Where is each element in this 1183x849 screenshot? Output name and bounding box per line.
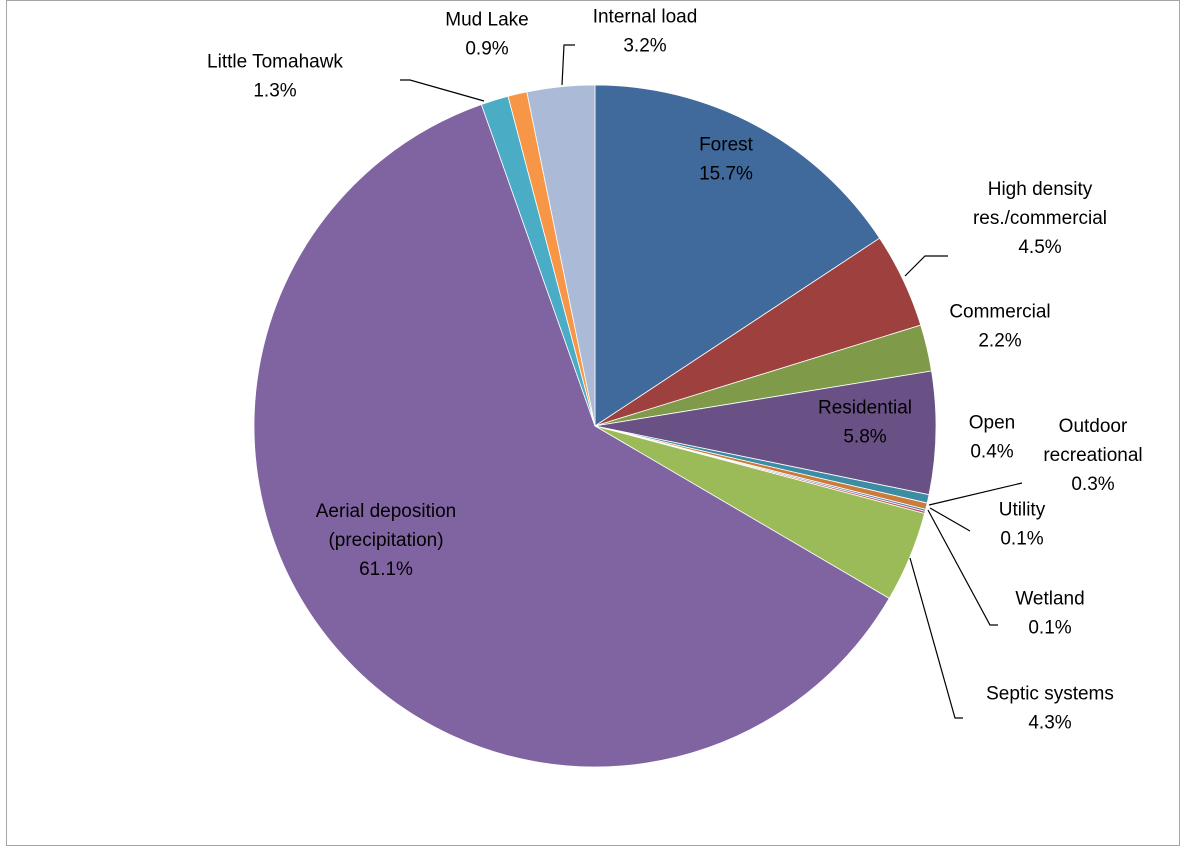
- pie-slice-forest: [594, 84, 881, 427]
- data-label-wetland: Wetland 0.1%: [1015, 589, 1084, 639]
- data-label-line: High density: [988, 179, 1093, 200]
- data-label-line: Aerial deposition: [316, 501, 456, 522]
- data-label-line: Forest: [699, 135, 754, 156]
- data-label-line: 0.4%: [970, 442, 1013, 463]
- leader-line-utility: [929, 507, 971, 532]
- data-label-outdoor-recreational: Outdoor recreational 0.3%: [1043, 416, 1142, 495]
- data-label-little-tomahawk: Little Tomahawk 1.3%: [207, 52, 343, 102]
- leader-line-high-density-res-commercial: [904, 255, 948, 277]
- data-label-line: 1.3%: [253, 81, 296, 102]
- data-label-line: Utility: [999, 500, 1046, 521]
- leader-line-outdoor-recreational: [928, 482, 1023, 506]
- data-label-line: 15.7%: [699, 164, 753, 185]
- data-label-line: Wetland: [1015, 589, 1084, 610]
- data-label-line: 0.9%: [465, 39, 508, 60]
- data-label-line: Commercial: [949, 302, 1050, 323]
- data-label-line: Little Tomahawk: [207, 52, 343, 73]
- data-label-line: 5.8%: [843, 427, 886, 448]
- data-label-line: 2.2%: [978, 331, 1021, 352]
- leader-lines: [400, 44, 1023, 719]
- data-label-open: Open 0.4%: [969, 413, 1015, 463]
- data-label-line: 3.2%: [623, 36, 666, 57]
- data-label-line: 0.3%: [1071, 474, 1114, 495]
- data-label-forest: Forest 15.7%: [699, 135, 754, 185]
- data-label-line: recreational: [1043, 445, 1142, 466]
- data-label-line: Open: [969, 413, 1015, 434]
- slice-labels: Forest 15.7% High density res./commercial 4.…: [207, 7, 1143, 734]
- data-label-aerial-deposition-precipitation: Aerial deposition (precipitation) 61.1%: [316, 501, 456, 580]
- data-label-line: Internal load: [593, 7, 698, 28]
- data-label-line: Mud Lake: [445, 10, 528, 31]
- data-label-line: 61.1%: [359, 559, 413, 580]
- pie-slice-residential: [594, 370, 937, 496]
- data-label-utility: Utility 0.1%: [999, 500, 1046, 550]
- data-label-line: Septic systems: [986, 684, 1114, 705]
- data-label-internal-load: Internal load 3.2%: [593, 7, 698, 57]
- data-label-line: (precipitation): [328, 530, 443, 551]
- data-label-line: Outdoor: [1059, 416, 1128, 437]
- data-label-high-density-res-commercial: High density res./commercial 4.5%: [973, 179, 1107, 258]
- data-label-residential: Residential 5.8%: [818, 398, 912, 448]
- data-label-mud-lake: Mud Lake 0.9%: [445, 10, 528, 60]
- data-label-line: Residential: [818, 398, 912, 419]
- data-label-line: 4.3%: [1028, 713, 1071, 734]
- leader-line-wetland: [927, 509, 998, 626]
- leader-line-little-tomahawk: [400, 79, 485, 102]
- data-label-commercial: Commercial 2.2%: [949, 302, 1050, 352]
- pie-slices: [253, 84, 937, 768]
- leader-line-septic-systems: [909, 557, 963, 719]
- data-label-line: 0.1%: [1028, 618, 1071, 639]
- data-label-line: 0.1%: [1000, 529, 1043, 550]
- pie-slice-aerial-deposition-precipitation: [253, 103, 890, 768]
- data-label-septic-systems: Septic systems 4.3%: [986, 684, 1114, 734]
- leader-line-mud-lake: [561, 44, 575, 86]
- pie-slice-internal-load: [526, 84, 596, 427]
- data-label-line: res./commercial: [973, 208, 1107, 229]
- data-label-line: 4.5%: [1018, 237, 1061, 258]
